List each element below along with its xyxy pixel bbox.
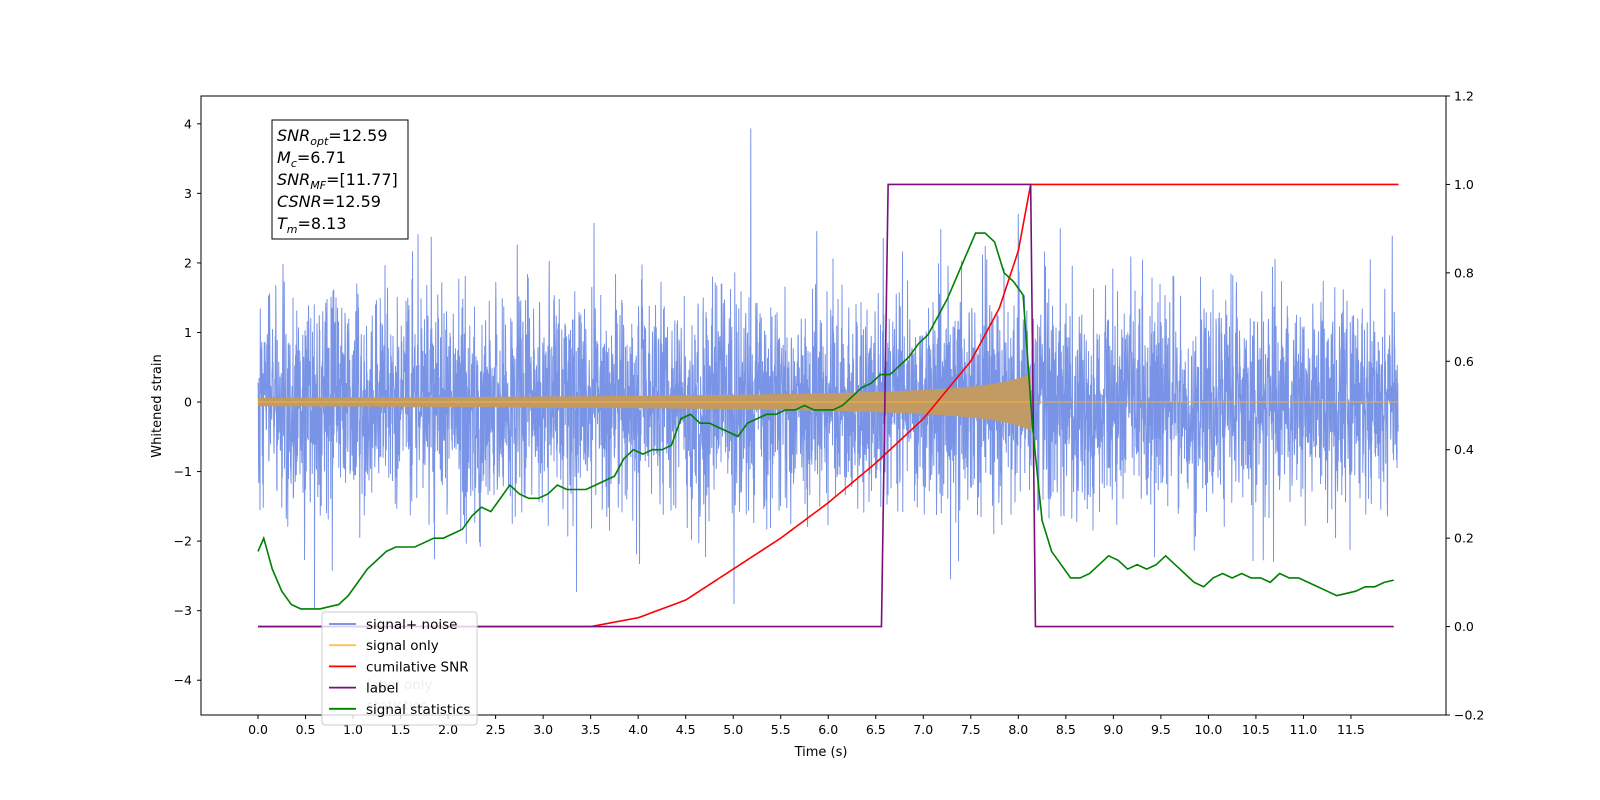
x-tick-label: 3.0 xyxy=(533,722,553,737)
y-left-tick-label: 1 xyxy=(184,325,192,340)
plot-frame xyxy=(200,95,1447,716)
x-tick-label: 2.0 xyxy=(438,722,458,737)
y-axis-right: −0.2 0.0 0.2 0.4 0.6 0.8 1.0 1.2 xyxy=(1446,89,1484,723)
y-left-tick-label: 3 xyxy=(184,186,192,201)
x-tick-label: 7.5 xyxy=(961,722,981,737)
y-left-tick-label: −3 xyxy=(174,603,192,618)
y-left-tick-label: 2 xyxy=(184,255,192,270)
y-right-tick-label: 0.6 xyxy=(1454,354,1474,369)
x-tick-label: 6.0 xyxy=(818,722,838,737)
x-tick-label: 8.0 xyxy=(1008,722,1028,737)
x-tick-label: 11.5 xyxy=(1337,722,1365,737)
info-box-line: Tm=8.13 xyxy=(277,214,347,236)
x-tick-label: 1.0 xyxy=(343,722,363,737)
x-tick-label: 10.5 xyxy=(1242,722,1270,737)
info-annotation-box: SNRopt=12.59Mc=6.71SNRMF=[11.77]CSNR=12.… xyxy=(271,119,409,240)
x-tick-label: 7.0 xyxy=(913,722,933,737)
info-box-frame xyxy=(271,119,409,240)
y-right-tick-label: 1.2 xyxy=(1454,89,1474,104)
legend-label: signal+ noise xyxy=(366,617,457,633)
y-axis-left: −4 −3 −2 −1 0 1 2 3 4 xyxy=(174,116,201,688)
x-tick-label: 3.5 xyxy=(581,722,601,737)
x-tick-label: 8.5 xyxy=(1056,722,1076,737)
y-right-tick-label: 1.0 xyxy=(1454,177,1474,192)
y-right-tick-label: 0.2 xyxy=(1454,531,1474,546)
y-left-tick-label: −4 xyxy=(174,673,192,688)
info-box-line: SNRopt=12.59 xyxy=(277,126,388,148)
y-right-tick-label: 0.4 xyxy=(1454,442,1474,457)
info-box-line: SNRMF=[11.77] xyxy=(277,170,398,192)
legend-label: signal only xyxy=(366,638,439,654)
x-tick-label: 11.0 xyxy=(1290,722,1318,737)
y-left-tick-label: −1 xyxy=(174,464,192,479)
info-box-line: Mc=6.71 xyxy=(277,148,346,170)
y-left-tick-label: −2 xyxy=(174,534,192,549)
x-tick-label: 5.0 xyxy=(723,722,743,737)
x-axis-label: Time (s) xyxy=(794,745,848,760)
x-axis: 0.0 0.5 1.0 1.5 2.0 2.5 3.0 3.5 4.0 4.5 5.0 5.5 6.0 6… xyxy=(248,715,1365,737)
legend-frame xyxy=(321,611,478,726)
legend-label: label xyxy=(366,681,399,697)
x-tick-label: 9.0 xyxy=(1103,722,1123,737)
x-tick-label: 6.5 xyxy=(866,722,886,737)
info-box-line: CSNR=12.59 xyxy=(277,192,381,211)
legend-label: cumilative SNR xyxy=(366,659,469,675)
legend: label onlystatisticssignal+ noisesignal … xyxy=(321,611,478,726)
x-tick-label: 10.0 xyxy=(1194,722,1222,737)
y-right-tick-label: 0.0 xyxy=(1454,619,1474,634)
x-tick-label: 2.5 xyxy=(486,722,506,737)
legend-label: signal statistics xyxy=(366,702,470,718)
y-axis-label-left: Whitened strain xyxy=(150,354,165,457)
x-tick-label: 1.5 xyxy=(391,722,411,737)
x-tick-label: 0.5 xyxy=(296,722,316,737)
y-left-tick-label: 4 xyxy=(184,116,192,131)
series-signal-noise-line xyxy=(257,128,1399,610)
series-signal-statistics-line xyxy=(257,232,1394,610)
x-tick-label: 5.5 xyxy=(771,722,791,737)
x-tick-label: 4.5 xyxy=(676,722,696,737)
plot-data-layer xyxy=(257,128,1399,628)
y-left-tick-label: 0 xyxy=(184,395,192,410)
series-cumulative-snr-line xyxy=(258,183,1399,628)
y-right-tick-label: −0.2 xyxy=(1454,708,1484,723)
x-tick-label: 0.0 xyxy=(248,722,268,737)
series-label-line xyxy=(258,183,1394,628)
y-right-tick-label: 0.8 xyxy=(1454,265,1474,280)
x-tick-label: 4.0 xyxy=(628,722,648,737)
x-tick-label: 9.5 xyxy=(1151,722,1171,737)
